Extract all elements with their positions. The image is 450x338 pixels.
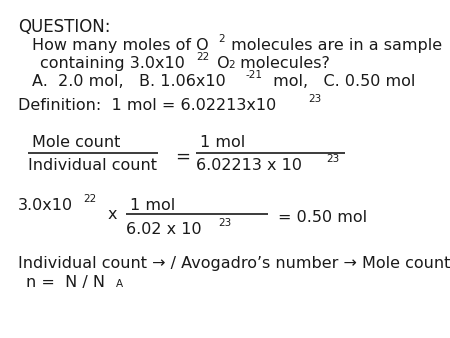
Text: molecules are in a sample: molecules are in a sample xyxy=(226,38,442,53)
Text: 23: 23 xyxy=(308,94,321,104)
Text: 22: 22 xyxy=(196,52,209,62)
Text: containing 3.0x10: containing 3.0x10 xyxy=(40,56,185,71)
Text: QUESTION:: QUESTION: xyxy=(18,18,111,36)
Text: Individual count: Individual count xyxy=(28,158,157,173)
Text: 22: 22 xyxy=(83,194,96,204)
Text: =: = xyxy=(175,148,190,166)
Text: A.  2.0 mol,   B. 1.06x10: A. 2.0 mol, B. 1.06x10 xyxy=(32,74,226,89)
Text: O: O xyxy=(212,56,230,71)
Text: 6.02213 x 10: 6.02213 x 10 xyxy=(196,158,302,173)
Text: Mole count: Mole count xyxy=(32,135,121,150)
Text: -21: -21 xyxy=(245,70,262,80)
Text: 6.02 x 10: 6.02 x 10 xyxy=(126,222,202,237)
Text: = 0.50 mol: = 0.50 mol xyxy=(278,210,367,225)
Text: 1 mol: 1 mol xyxy=(200,135,245,150)
Text: Definition:  1 mol = 6.02213x10: Definition: 1 mol = 6.02213x10 xyxy=(18,98,276,113)
Text: 2: 2 xyxy=(228,60,234,70)
Text: 3.0x10: 3.0x10 xyxy=(18,198,73,213)
Text: 23: 23 xyxy=(218,218,231,228)
Text: mol,   C. 0.50 mol: mol, C. 0.50 mol xyxy=(268,74,415,89)
Text: n =  N / N: n = N / N xyxy=(26,275,105,290)
Text: x: x xyxy=(108,207,117,222)
Text: 23: 23 xyxy=(326,154,339,164)
Text: molecules?: molecules? xyxy=(235,56,330,71)
Text: Individual count → / Avogadro’s number → Mole count: Individual count → / Avogadro’s number →… xyxy=(18,256,450,271)
Text: 2: 2 xyxy=(218,34,225,44)
Text: How many moles of O: How many moles of O xyxy=(32,38,209,53)
Text: A: A xyxy=(116,279,123,289)
Text: 1 mol: 1 mol xyxy=(130,198,175,213)
